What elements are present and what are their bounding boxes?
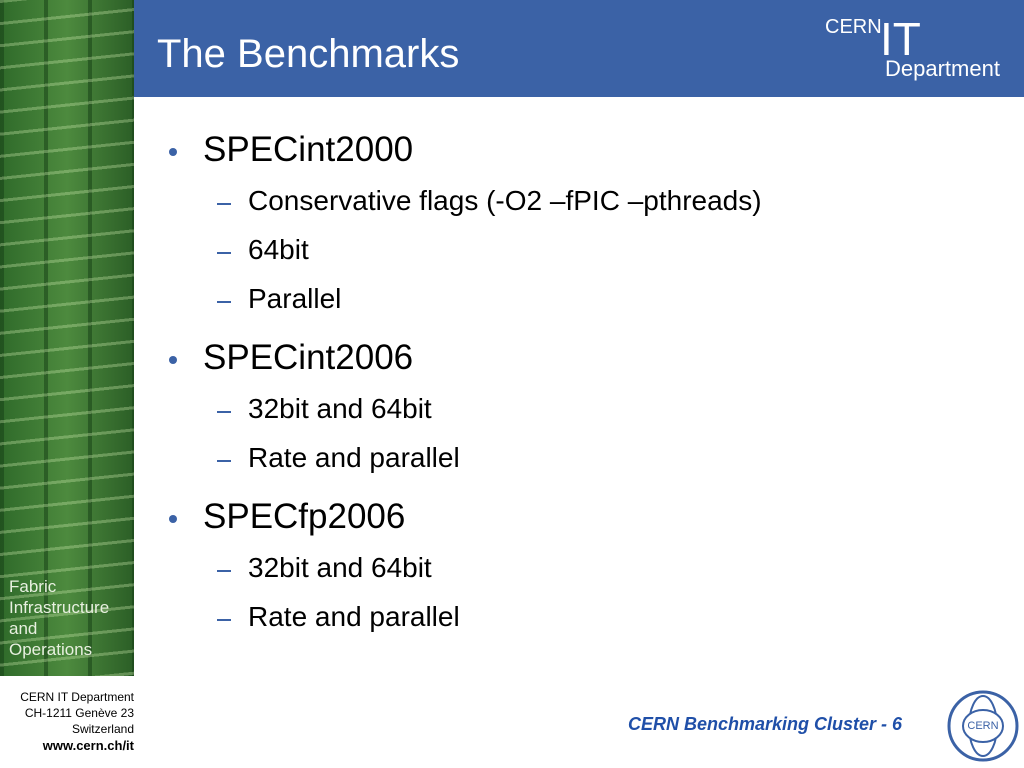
dash-marker [217,460,231,462]
dash-marker [217,301,231,303]
sub-bullet-text: 32bit and 64bit [248,552,432,583]
bullet-text: SPECfp2006 [203,497,406,536]
sidebar-text: Fabric [9,577,57,596]
logo-ring [947,690,1019,762]
sub-bullet-text: Rate and parallel [248,601,460,632]
sidebar-text: Infrastructure [9,598,110,617]
logo-text: CERN [967,720,998,732]
logo-org: CERN [825,16,882,38]
address-line: CH-1211 Genève 23 [24,706,134,720]
bullet-text: SPECint2000 [203,130,414,169]
cern-logo: CERN [947,690,1019,762]
dash-marker [217,411,231,413]
sub-bullet-text: Conservative flags (-O2 –fPIC –pthreads) [248,185,762,216]
header-band [134,0,1024,97]
sidebar-text: and [9,619,38,638]
sub-bullet-text: 32bit and 64bit [248,393,432,424]
sub-bullet-text: 64bit [248,234,309,265]
address-url: www.cern.ch/it [42,738,134,753]
logo-ring [962,709,1004,743]
sub-bullet-text: Parallel [248,283,342,314]
dash-marker [217,203,231,205]
logo-dept: Department [885,56,1000,81]
logo-unit: IT [880,13,921,65]
address-line: CERN IT Department [20,690,134,704]
address-line: Switzerland [71,722,134,736]
dash-marker [217,619,231,621]
bullet-text: SPECint2006 [203,338,414,377]
bullet-marker [169,148,177,156]
dash-marker [217,252,231,254]
sub-bullet-text: Rate and parallel [248,442,460,473]
sidebar-text: Operations [9,640,93,659]
bullet-marker [169,356,177,364]
bullet-marker [169,515,177,523]
sidebar-image [0,0,134,676]
slide-title: The Benchmarks [157,32,460,76]
dash-marker [217,570,231,572]
footer-text: CERN Benchmarking Cluster - 6 [628,714,903,734]
